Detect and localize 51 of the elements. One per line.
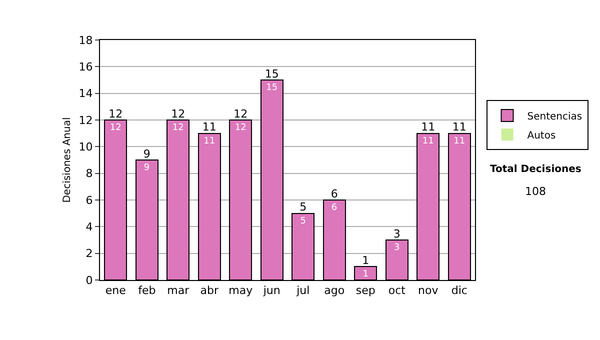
total-label: 11 [202,120,216,134]
data-label: 11 [454,136,466,146]
total-label: 1 [362,254,370,267]
data-label: 12 [110,123,122,133]
total-label: 12 [234,107,248,120]
data-label: 5 [300,216,306,226]
data-label: 12 [234,123,246,133]
total-label: 5 [300,200,307,214]
total-label: 3 [393,227,400,240]
x-tick-label: abr [200,284,219,298]
x-tick-label: ago [324,284,345,298]
data-label: 1 [362,270,368,280]
data-label: 11 [422,136,434,146]
total-label: 12 [108,107,123,120]
total-label: 6 [330,187,338,200]
x-tick-label: nov [418,284,439,298]
data-label: 6 [331,203,338,213]
total-label: 15 [264,67,279,80]
total-label: 9 [143,147,150,160]
y-tick-label: 10 [78,140,93,154]
total-label: 12 [171,107,186,120]
data-label: 12 [172,123,184,133]
y-tick-label: 18 [78,34,93,47]
y-tick-label: 0 [86,274,93,287]
y-tick-label: 16 [78,60,93,74]
y-tick-label: 12 [78,114,93,127]
y-tick-label: 6 [86,194,93,207]
y-axis-title: Decisiones Anual [62,117,73,203]
data-label: 11 [204,136,216,146]
text: 108 [525,185,546,198]
data-label: 3 [394,243,400,253]
y-tick-label: 8 [86,167,93,180]
data-label: 9 [144,163,150,173]
total-label: 11 [421,120,436,134]
x-tick-label: may [228,284,254,298]
y-tick-label: 2 [86,247,93,260]
x-tick-label: ene [105,284,126,298]
x-tick-label: mar [167,284,190,298]
total-label: 11 [452,120,466,134]
legend-label: Sentencias [527,111,582,122]
legend-label: Autos [527,130,556,142]
data-label: 15 [266,83,278,93]
x-tick-label: jul [296,284,310,298]
text: Total Decisiones [490,164,582,175]
x-tick-label: dic [451,284,468,298]
x-tick-label: oct [388,284,406,298]
x-tick-label: feb [138,284,156,298]
y-tick-label: 14 [78,87,93,100]
x-tick-label: jun [262,284,280,298]
y-tick-label: 4 [86,220,93,234]
x-tick-label: sep [356,284,376,298]
